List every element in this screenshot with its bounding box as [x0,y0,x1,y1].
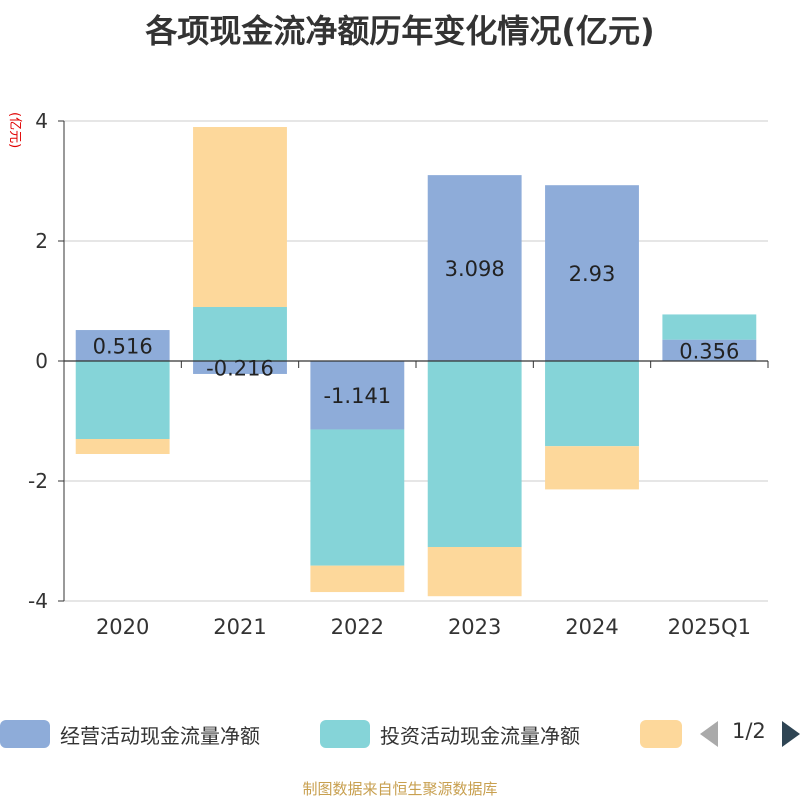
source-note: 制图数据来自恒生聚源数据库 [302,780,498,798]
x-tick-label: 2025Q1 [668,615,751,639]
y-tick-label: 0 [35,349,48,373]
legend-label-operating: 经营活动现金流量净额 [60,723,260,748]
x-tick-label: 2021 [213,615,266,639]
bar-investing-2024 [545,361,639,447]
data-label-operating: 0.356 [679,339,739,363]
data-label-operating: -0.216 [206,356,274,380]
legend-swatch-operating [0,720,50,748]
pager-prev-icon[interactable] [700,721,718,747]
y-tick-label: 4 [35,109,48,133]
data-label-operating: -1.141 [323,384,391,408]
y-tick-label: -2 [28,469,48,493]
y-axis-label: (亿元) [7,112,22,149]
legend-item-operating[interactable]: 经营活动现金流量净额 [0,716,260,752]
x-tick-label: 2024 [565,615,618,639]
x-tick-label: 2023 [448,615,501,639]
pager-next-icon[interactable] [782,721,800,747]
chart-title: 各项现金流净额历年变化情况(亿元) [145,12,655,50]
legend: 经营活动现金流量净额 投资活动现金流量净额 [0,716,800,752]
legend-label-investing: 投资活动现金流量净额 [380,723,580,748]
bar-operating-2025Q1 [662,339,757,361]
data-label-operating: 2.93 [569,262,616,286]
data-label-operating: 3.098 [445,257,505,281]
legend-swatch-investing [320,720,370,748]
bar-operating-2024 [545,185,639,361]
bar-investing-2021 [193,307,287,361]
bar-financing-2022 [310,565,405,593]
bar-investing-2023 [427,361,522,547]
y-tick-label: -4 [28,589,48,613]
bar-financing-2023 [427,547,522,597]
legend-item-financing[interactable] [640,716,682,752]
bar-financing-2021 [193,127,287,307]
legend-pager: 1/2 [700,716,800,752]
legend-item-investing[interactable]: 投资活动现金流量净额 [320,716,580,752]
pager-page-indicator: 1/2 [732,719,766,743]
bar-investing-2025Q1 [662,314,757,340]
data-label-operating: 0.516 [93,335,153,359]
bar-financing-2024 [545,446,639,490]
x-tick-label: 2022 [331,615,384,639]
bar-investing-2022 [310,429,405,566]
bar-operating-2022 [310,361,405,430]
bar-investing-2020 [75,361,170,439]
y-tick-label: 2 [35,229,48,253]
bar-operating-2023 [427,175,522,361]
bar-operating-2021 [193,361,287,374]
bar-operating-2020 [75,330,170,361]
x-tick-label: 2020 [96,615,149,639]
legend-swatch-financing [640,720,682,748]
bar-financing-2020 [75,439,170,454]
